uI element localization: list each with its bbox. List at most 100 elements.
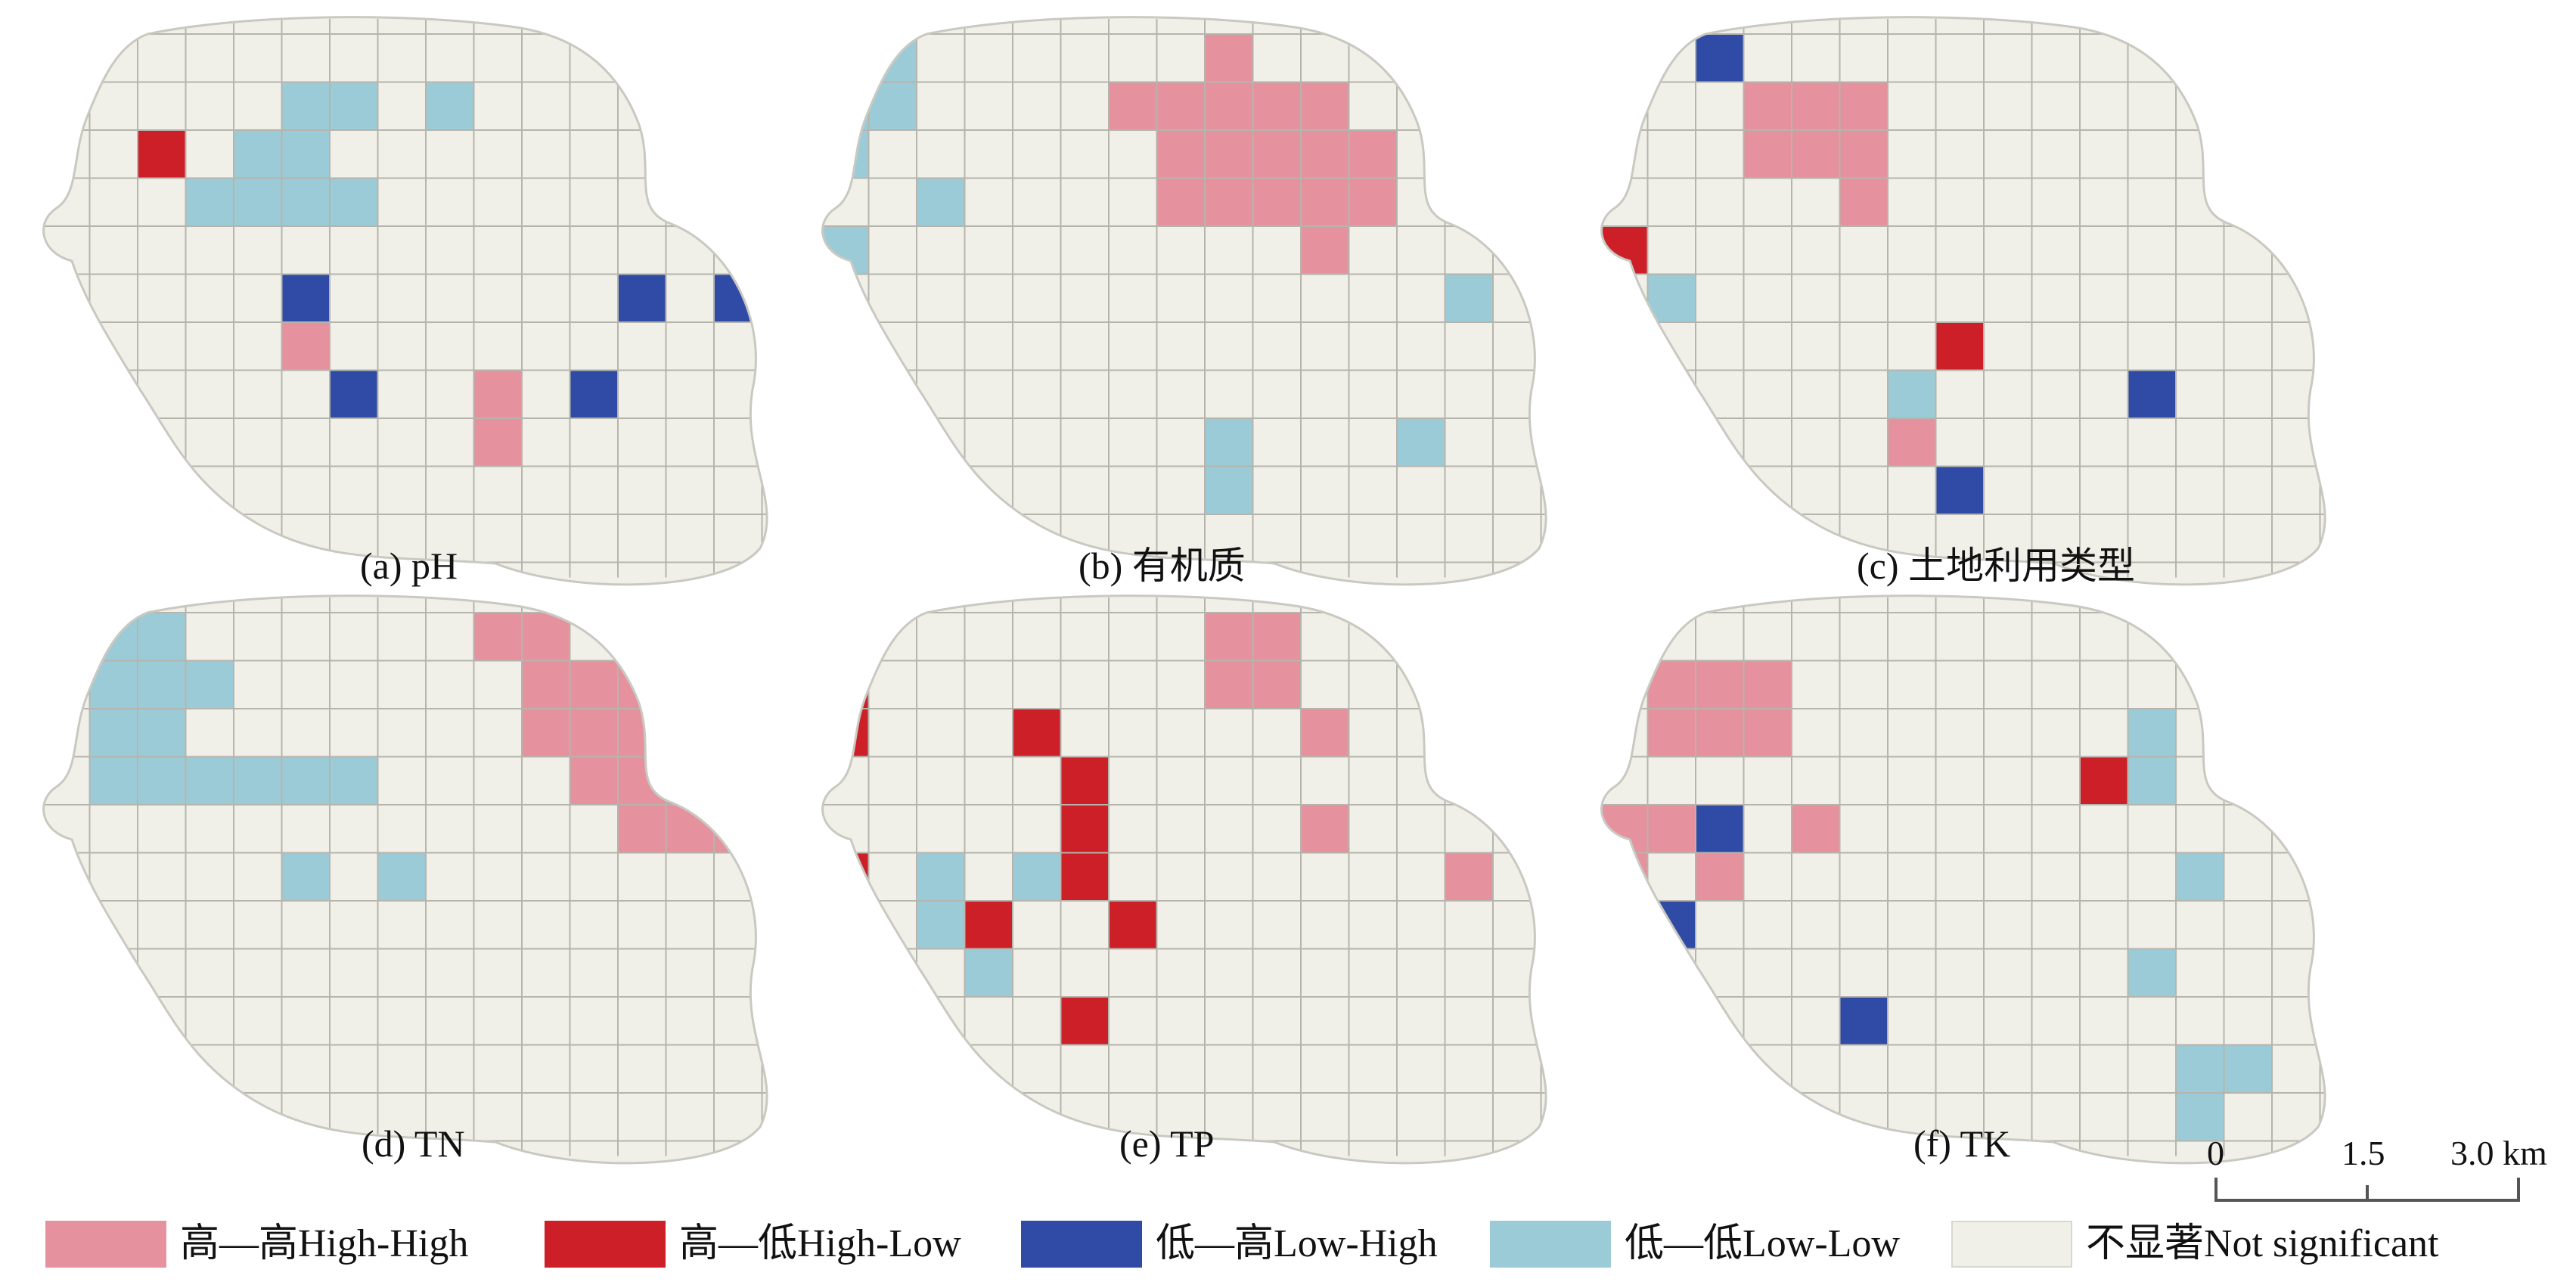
cluster-cell-high-high [1696, 660, 1744, 709]
cluster-cell-low-low [234, 130, 282, 178]
legend-item-low-low: 低—低Low-Low [1490, 1218, 1900, 1271]
cluster-cell-high-high [1109, 82, 1157, 130]
panel-caption-f: (f) TK [1913, 1122, 2011, 1165]
cluster-cell-high-low [2080, 756, 2128, 805]
panel-caption-c: (c) 土地利用类型 [1857, 545, 2135, 587]
cluster-cell-high-high [1647, 805, 1696, 853]
cluster-cell-high-high [1156, 130, 1205, 178]
cluster-cell-high-high [1252, 82, 1301, 130]
cluster-cell-high-high [1205, 660, 1253, 709]
cluster-cell-high-low [1060, 852, 1109, 901]
cluster-cell-high-high [1839, 82, 1888, 130]
cluster-cell-low-low [1397, 418, 1445, 467]
cluster-cell-low-low [868, 34, 917, 82]
cluster-cell-low-low [822, 34, 869, 82]
map-panel-f [1600, 594, 2326, 1165]
cluster-cell-low-low [89, 756, 138, 805]
cluster-cell-high-high [1301, 709, 1349, 757]
cluster-cell-high-high [1301, 805, 1349, 853]
cluster-cell-high-low [1109, 901, 1157, 949]
cluster-cell-low-low [89, 613, 138, 661]
legend: 高—高High-High 高—低High-Low 低—高Low-High 低—低… [45, 1218, 2556, 1278]
cluster-cell-low-low [138, 756, 186, 805]
cluster-cell-low-high [570, 370, 618, 418]
cluster-cell-low-low [2176, 1093, 2224, 1141]
cluster-cell-high-high [1252, 178, 1301, 226]
cluster-cell-high-low [822, 852, 869, 901]
cluster-cell-high-high [281, 322, 330, 371]
legend-label-not-significant: 不显著Not significant [2086, 1222, 2439, 1265]
cluster-cell-high-high [1888, 418, 1936, 467]
map-panel-e [821, 594, 1547, 1165]
legend-swatch-low-high [1021, 1221, 1142, 1268]
cluster-cell-high-high [1839, 178, 1888, 226]
cluster-cell-high-high [1792, 82, 1840, 130]
cluster-cell-high-low [822, 709, 869, 757]
cluster-cell-low-low [89, 709, 138, 757]
cluster-cell-high-high [1252, 660, 1301, 709]
cluster-cell-high-high [1647, 709, 1696, 757]
cluster-cell-low-low [138, 660, 186, 709]
scale-tick-3-km: 3.0 km [2450, 1134, 2547, 1172]
cluster-cell-low-low [138, 613, 186, 661]
cluster-cell-high-high [1205, 178, 1253, 226]
legend-item-not-significant: 不显著Not significant [1951, 1218, 2439, 1271]
cluster-cell-low-high [714, 274, 762, 322]
cluster-cell-high-high [1743, 82, 1792, 130]
cluster-cell-high-low [1935, 322, 1984, 371]
cluster-cell-high-high [1252, 613, 1301, 661]
cluster-cell-high-high [1156, 82, 1205, 130]
cluster-cell-high-high [1205, 34, 1253, 82]
cluster-cell-low-low [185, 178, 234, 226]
cluster-cell-low-low [822, 130, 869, 178]
cluster-cell-high-high [473, 613, 522, 661]
cluster-cell-high-high [1696, 709, 1744, 757]
cluster-cell-high-high [1349, 178, 1397, 226]
cluster-cell-low-high [618, 274, 666, 322]
legend-label-low-high: 低—高Low-High [1156, 1222, 1438, 1265]
legend-item-high-low: 高—低High-Low [545, 1218, 961, 1271]
cluster-cell-low-low [185, 756, 234, 805]
cluster-cell-high-high [1349, 130, 1397, 178]
cluster-cell-low-low [426, 82, 474, 130]
cluster-cell-low-low [281, 82, 330, 130]
cluster-cell-low-low [330, 756, 378, 805]
cluster-cell-low-low [822, 82, 869, 130]
panel-caption-a: (a) pH [360, 545, 458, 587]
cluster-cell-high-low [1060, 756, 1109, 805]
scale-tick-0: 0 [2207, 1134, 2224, 1172]
cluster-cell-low-low [917, 178, 965, 226]
cluster-cell-low-low [1205, 466, 1253, 514]
cluster-cell-low-low [1888, 370, 1936, 418]
cluster-cell-low-low [377, 852, 426, 901]
map-panel-b [821, 16, 1547, 586]
cluster-cell-low-low [281, 852, 330, 901]
cluster-cell-high-high [522, 660, 570, 709]
cluster-cell-low-low [917, 852, 965, 901]
map-panel-a [42, 16, 768, 586]
cluster-cell-high-high [1743, 660, 1792, 709]
cluster-cell-low-low [1013, 852, 1061, 901]
map-panel-c [1600, 16, 2326, 586]
cluster-cell-high-low [1013, 709, 1061, 757]
cluster-cell-low-low [281, 130, 330, 178]
map-panel-d [42, 594, 768, 1165]
cluster-cell-high-high [1696, 852, 1744, 901]
cluster-cell-low-low [964, 948, 1013, 997]
cluster-cell-low-low [330, 82, 378, 130]
cluster-cell-high-high [473, 370, 522, 418]
cluster-cell-high-high [714, 805, 762, 853]
cluster-cell-high-low [822, 660, 869, 709]
legend-item-low-high: 低—高Low-High [1021, 1218, 1438, 1271]
cluster-cell-low-low [2128, 948, 2176, 997]
cluster-cell-high-high [1743, 709, 1792, 757]
cluster-cell-low-high [281, 274, 330, 322]
cluster-cell-high-high [1205, 613, 1253, 661]
cluster-cell-low-low [917, 901, 965, 949]
cluster-cell-high-high [1301, 82, 1349, 130]
cluster-cell-high-low [1060, 997, 1109, 1045]
cluster-cell-low-low [822, 226, 869, 275]
legend-item-high-high: 高—高High-High [45, 1218, 468, 1271]
cluster-cell-high-high [666, 756, 714, 805]
cluster-cell-high-high [570, 709, 618, 757]
